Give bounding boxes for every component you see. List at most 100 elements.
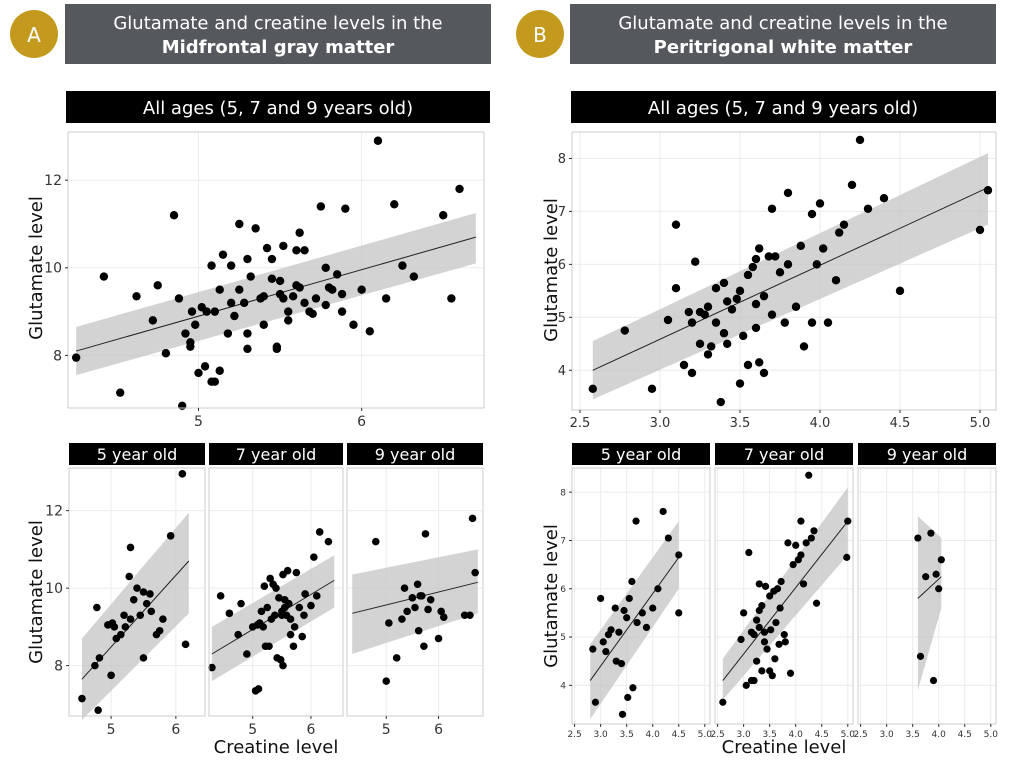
x-tick-label: 4.5 (890, 416, 911, 431)
data-point (927, 529, 935, 537)
data-point (776, 604, 784, 612)
x-tick-label: 4.5 (815, 730, 829, 740)
data-point (671, 220, 681, 229)
data-point (932, 570, 940, 578)
data-point (687, 368, 697, 378)
plot-frame (857, 467, 997, 725)
panel-a-title-line1: Glutamate and creatine levels in the (113, 13, 442, 34)
data-point (751, 323, 761, 333)
data-point (284, 316, 293, 325)
panel-b-title-box (570, 4, 996, 64)
data-point (703, 350, 713, 359)
scatter-plot-B_7: 2.5 3.0 3.5 4.0 4.5 5.0 (710, 467, 855, 740)
data-point (620, 606, 628, 615)
data-point (629, 684, 637, 692)
b-all-strip (571, 91, 996, 123)
data-point (159, 615, 167, 623)
data-point (357, 285, 366, 294)
x-tick-label: 2.5 (710, 730, 724, 740)
x-tick-label: 5.0 (970, 416, 991, 431)
y-tick-label: 10 (45, 581, 63, 597)
data-point (711, 284, 721, 293)
data-point (623, 614, 631, 622)
data-point (286, 615, 295, 623)
data-point (132, 292, 141, 301)
data-point (116, 388, 125, 397)
data-point (373, 136, 383, 145)
data-point (468, 514, 477, 523)
data-point (763, 645, 771, 653)
data-point (285, 599, 293, 608)
data-point (773, 585, 782, 593)
b7-strip-title: 7 year old (744, 445, 824, 464)
data-point (935, 585, 943, 593)
data-point (611, 604, 619, 612)
data-point (743, 270, 753, 280)
data-point (93, 603, 101, 612)
b-bottom-xlabel: Creatine level (722, 737, 847, 758)
data-point (246, 272, 255, 281)
x-tick-label: 6 (306, 722, 315, 738)
y-tick-label: 12 (45, 504, 63, 520)
data-point (588, 384, 597, 394)
data-point (295, 603, 304, 612)
data-point (385, 619, 393, 627)
data-point (819, 244, 828, 253)
data-point (844, 517, 852, 525)
data-point (739, 331, 748, 341)
data-point (759, 368, 769, 378)
data-point (301, 590, 309, 598)
data-point (633, 618, 641, 627)
plot-frame (571, 131, 997, 411)
a9-strip-title: 9 year old (375, 445, 455, 464)
data-point (625, 594, 633, 603)
data-point (784, 539, 792, 547)
data-point (789, 561, 797, 569)
data-point (276, 656, 285, 664)
data-point (879, 193, 889, 203)
data-point (272, 344, 282, 354)
data-point (835, 228, 844, 237)
data-point (207, 261, 216, 270)
data-point (775, 640, 783, 648)
data-point (671, 284, 681, 293)
data-point (265, 642, 273, 651)
b-all-ylabel: Glutamate level (541, 198, 562, 342)
confidence-band (352, 549, 478, 654)
data-point (719, 278, 729, 288)
data-point (471, 568, 479, 577)
data-point (799, 580, 808, 588)
data-point (727, 305, 737, 314)
y-tick-label: 8 (53, 348, 62, 364)
data-point (663, 315, 673, 325)
panel-a-title-line2: Midfrontal gray matter (162, 37, 395, 58)
data-point (750, 631, 758, 639)
a-all-ylabel: Glutamate level (26, 196, 47, 340)
y-tick-label: 8 (54, 659, 63, 675)
data-point (805, 471, 813, 479)
data-point (783, 188, 793, 198)
data-point (455, 184, 464, 194)
data-point (775, 268, 785, 277)
data-point (308, 309, 317, 319)
data-point (161, 349, 171, 358)
data-point (146, 590, 154, 598)
confidence-band (722, 487, 848, 700)
data-point (223, 329, 233, 338)
data-point (237, 599, 245, 608)
data-point (719, 329, 729, 338)
data-point (148, 316, 158, 325)
data-point (700, 310, 709, 319)
data-point (802, 539, 810, 547)
data-point (863, 204, 873, 213)
data-point (783, 260, 793, 269)
data-point (591, 698, 600, 706)
a9-strip (347, 443, 483, 465)
data-point (723, 339, 732, 349)
data-point (298, 632, 307, 641)
data-point (289, 642, 298, 651)
plot-frame (68, 467, 206, 717)
data-point (341, 204, 350, 213)
data-point (751, 299, 761, 309)
